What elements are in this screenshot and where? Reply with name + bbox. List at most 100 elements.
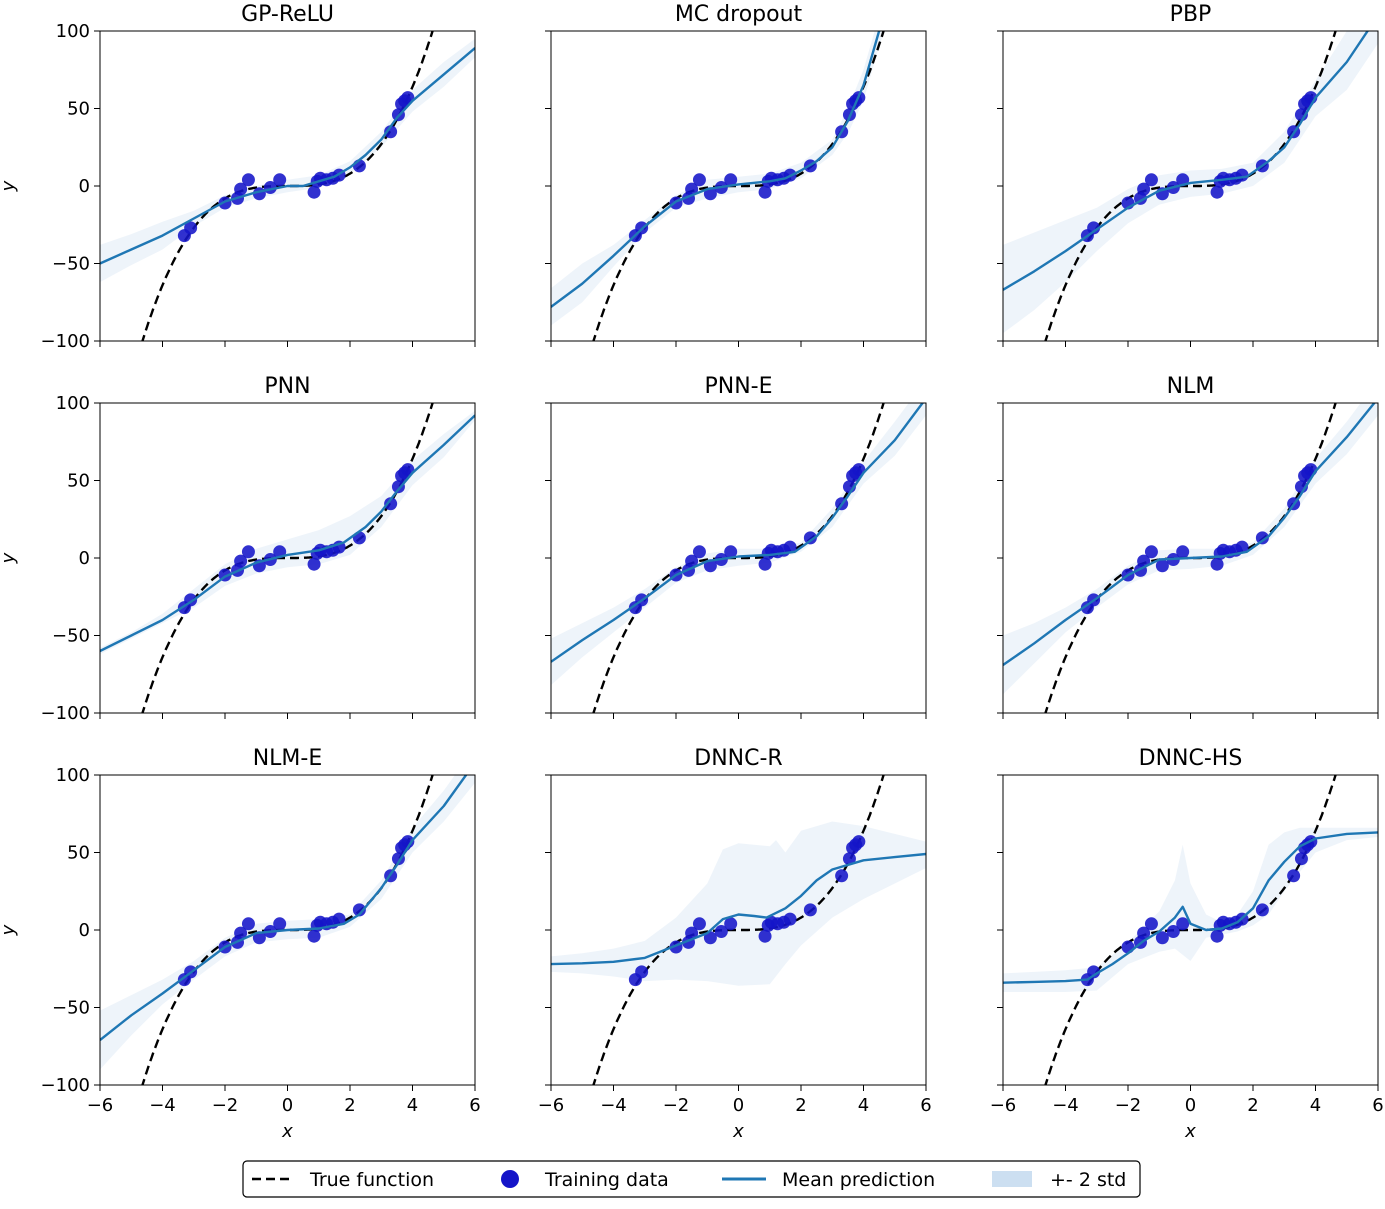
training-point — [1294, 852, 1308, 866]
y-tick-label: −50 — [52, 998, 90, 1019]
y-tick-label: 50 — [67, 471, 90, 492]
y-tick-label: 100 — [56, 21, 90, 42]
training-point — [1255, 903, 1269, 917]
training-point — [241, 173, 255, 187]
training-point — [685, 182, 699, 196]
training-point — [384, 125, 398, 139]
y-tick-label: 0 — [79, 920, 90, 941]
y-tick-label: 100 — [56, 765, 90, 786]
training-point — [241, 917, 255, 931]
subplot-pnn-e: PNN-E — [545, 374, 927, 719]
mean-prediction-line — [1003, 31, 1370, 291]
mean-prediction-line — [551, 31, 881, 308]
true-function-line — [141, 403, 434, 713]
subplot-title: GP-ReLU — [241, 2, 334, 27]
training-point — [252, 931, 266, 945]
training-point — [635, 965, 649, 979]
uncertainty-band — [1003, 403, 1378, 695]
mean-prediction-line — [100, 775, 468, 1041]
uncertainty-band — [100, 775, 475, 1070]
x-tick-label: −4 — [600, 1095, 627, 1116]
legend-band-swatch — [992, 1171, 1032, 1187]
x-tick-label: −6 — [538, 1095, 565, 1116]
subplot-title: DNNC-R — [694, 746, 782, 771]
training-point — [352, 903, 366, 917]
y-tick-label: 50 — [67, 843, 90, 864]
plot-area — [1003, 775, 1378, 1085]
training-point — [1155, 931, 1169, 945]
training-point — [758, 929, 772, 943]
x-tick-label: −4 — [149, 1095, 176, 1116]
subplot-pnn: 100 50 0 −50 −100 PNN y — [0, 374, 476, 724]
true-function-line — [141, 31, 434, 341]
training-point — [184, 221, 198, 235]
training-point — [692, 173, 706, 187]
subplot-title: DNNC-HS — [1139, 746, 1243, 771]
training-point — [783, 540, 797, 554]
legend: True function Training data Mean predictio… — [242, 1160, 1141, 1198]
training-point — [1137, 926, 1151, 940]
subplot-title: PNN — [264, 374, 310, 399]
training-point — [703, 931, 717, 945]
training-point — [685, 926, 699, 940]
true-function-line — [592, 403, 885, 713]
subplot-dnnc-hs: −6 −4 −2 0 2 4 6 DNNC-HS x — [990, 746, 1384, 1142]
training-point — [241, 545, 255, 559]
y-tick-label: −100 — [41, 703, 90, 724]
training-point — [1155, 559, 1169, 573]
training-point — [803, 903, 817, 917]
y-tick-label: −50 — [52, 626, 90, 647]
legend-mean-prediction-label: Mean prediction — [782, 1169, 935, 1191]
uncertainty-band — [551, 821, 926, 986]
legend-training-data-label: Training data — [544, 1169, 669, 1191]
training-point — [1121, 940, 1135, 954]
subplot-title: PBP — [1170, 2, 1212, 27]
subplot-mc-dropout: MC dropout — [545, 2, 927, 347]
plot-area — [1003, 403, 1378, 713]
subplot-gp-relu: 100 50 0 −50 −100 GP-ReLU y — [0, 2, 476, 352]
training-point — [234, 926, 248, 940]
legend-frame — [242, 1160, 1141, 1198]
legend-training-data-swatch — [501, 1170, 519, 1188]
uncertainty-band — [551, 403, 926, 686]
uncertainty-band — [551, 31, 885, 326]
training-point — [1210, 557, 1224, 571]
subplot-nlm: NLM — [997, 374, 1379, 719]
training-point — [692, 545, 706, 559]
training-point — [1137, 182, 1151, 196]
uncertainty-band — [1003, 31, 1378, 334]
training-point — [852, 835, 866, 849]
training-point — [307, 557, 321, 571]
mean-prediction-line — [100, 47, 475, 265]
x-axis-label: x — [1184, 1121, 1196, 1142]
training-point — [703, 559, 717, 573]
x-tick-label: 4 — [858, 1095, 869, 1116]
training-point — [758, 185, 772, 199]
uncertainty-band — [100, 410, 475, 655]
mean-prediction-line — [1003, 403, 1376, 666]
training-point — [307, 185, 321, 199]
training-point — [758, 557, 772, 571]
training-point — [234, 182, 248, 196]
training-point — [1087, 221, 1101, 235]
subplot-title: PNN-E — [704, 374, 772, 399]
plot-area — [1003, 31, 1378, 341]
training-point — [1176, 917, 1190, 931]
x-tick-label: −2 — [1115, 1095, 1142, 1116]
training-point — [724, 173, 738, 187]
true-function-line — [141, 775, 434, 1085]
y-axis-label: y — [0, 924, 19, 936]
x-tick-label: −6 — [990, 1095, 1017, 1116]
x-tick-label: −2 — [663, 1095, 690, 1116]
y-tick-label: 100 — [56, 393, 90, 414]
training-point — [273, 917, 287, 931]
true-function-line — [1044, 775, 1337, 1085]
training-point — [307, 929, 321, 943]
mean-prediction-line — [100, 414, 475, 653]
training-point — [1176, 545, 1190, 559]
training-point — [401, 835, 415, 849]
x-tick-label: 4 — [1310, 1095, 1321, 1116]
x-tick-label: 2 — [795, 1095, 806, 1116]
y-tick-label: −50 — [52, 254, 90, 275]
training-point — [1144, 173, 1158, 187]
